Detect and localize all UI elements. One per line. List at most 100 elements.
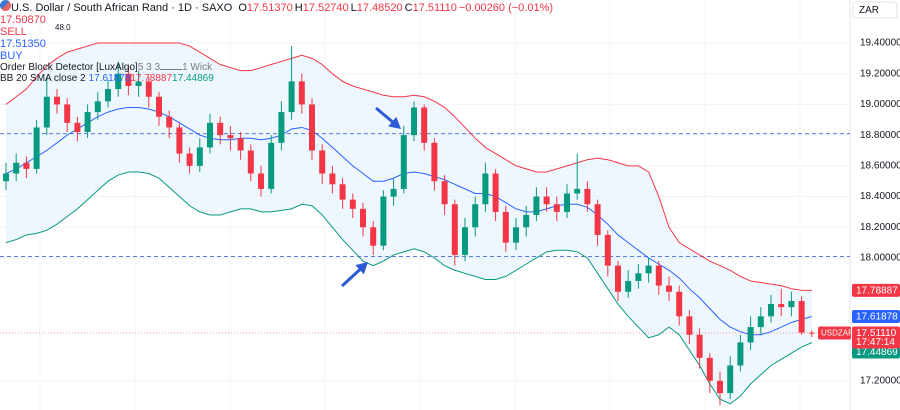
annotation-arrowhead xyxy=(355,262,368,275)
candle-body xyxy=(349,199,356,209)
candle-body xyxy=(74,122,81,133)
candle-body xyxy=(645,265,652,274)
y-tick-label: 18.60000 xyxy=(860,160,900,171)
candle-body xyxy=(125,73,132,86)
candle-body xyxy=(523,214,530,228)
candle-body xyxy=(706,357,713,381)
candle-body xyxy=(543,196,550,205)
candle-body xyxy=(186,153,193,166)
y-tick-label: 19.20000 xyxy=(860,68,900,79)
candle-body xyxy=(156,96,162,117)
y-tick-label: 19.00000 xyxy=(860,99,900,110)
candle-body xyxy=(421,107,428,143)
ohlc-key: O xyxy=(238,2,247,14)
last-price-label: 17.51110 xyxy=(856,328,897,339)
candle-body xyxy=(798,300,805,333)
candle-body xyxy=(94,101,101,113)
y-tick-label: 18.80000 xyxy=(860,130,900,141)
buy-label: BUY xyxy=(0,50,23,62)
candle-body xyxy=(380,196,387,246)
indicator-style: 1 Wick xyxy=(182,62,213,73)
candle-body xyxy=(258,173,264,189)
candle-body xyxy=(482,173,489,205)
candle-body xyxy=(757,316,764,328)
candle-body xyxy=(145,81,152,97)
candle-body xyxy=(54,96,60,105)
candle-body xyxy=(84,112,91,133)
currency-box xyxy=(852,1,898,19)
candle-body xyxy=(43,96,50,128)
candle-body xyxy=(768,304,774,317)
y-tick-label: 19.40000 xyxy=(860,38,900,49)
candle-body xyxy=(115,73,122,90)
band-line xyxy=(5,171,812,405)
candle-body xyxy=(472,204,479,228)
candle-body xyxy=(737,342,744,366)
price-badge-label: 17.44869 xyxy=(856,347,898,358)
candle-body xyxy=(594,204,601,235)
candle-body xyxy=(788,300,795,308)
price-badge xyxy=(852,345,900,359)
candle-body xyxy=(105,89,111,102)
candle-body xyxy=(411,107,417,136)
candle-body xyxy=(441,181,448,205)
candle-body xyxy=(502,211,509,243)
candle-body xyxy=(370,227,377,246)
candle-body xyxy=(462,227,468,255)
candle-body xyxy=(268,142,275,189)
candle-body xyxy=(196,147,203,166)
band-fill xyxy=(6,42,812,404)
candle-body xyxy=(64,104,71,123)
sell-button[interactable]: 17.50870 SELL xyxy=(0,14,553,38)
ohlc-value: 17.48520 xyxy=(356,2,403,14)
band-line xyxy=(5,42,812,291)
line-style-icon xyxy=(160,69,183,70)
y-tick-label: 18.00000 xyxy=(860,253,900,264)
candle-body xyxy=(33,127,40,169)
candle-body xyxy=(390,188,397,197)
indicator-value: 17.44869 xyxy=(172,73,214,84)
chart-title: U.S. Dollar / South African Rand · 1D · … xyxy=(11,2,233,14)
countdown-label: 17:47:14 xyxy=(856,337,895,348)
candle-body xyxy=(492,173,499,212)
change: −0.00260 (−0.01%) xyxy=(458,2,554,14)
candle-body xyxy=(309,104,315,151)
symbol-logo xyxy=(0,0,11,11)
sell-price: 17.50870 xyxy=(0,14,46,26)
candle-body xyxy=(3,173,9,182)
y-tick-label: 18.40000 xyxy=(860,191,900,202)
price-badge-label: 17.61878 xyxy=(856,312,898,323)
candle-body xyxy=(237,138,244,151)
candle-body xyxy=(135,81,142,86)
candle-body xyxy=(319,150,326,174)
ohlc-key: C xyxy=(404,2,413,14)
candle-body xyxy=(451,204,458,255)
candle-body xyxy=(564,193,570,212)
price-badge xyxy=(852,283,900,297)
y-tick-label: 18.20000 xyxy=(860,222,900,233)
candle-body xyxy=(615,265,621,292)
buy-price: 17.51350 xyxy=(0,38,46,50)
candle-body xyxy=(247,150,254,174)
ohlc-key: L xyxy=(350,2,357,14)
last-price-badge xyxy=(852,326,900,349)
candle-body xyxy=(778,304,785,308)
annotation-arrow xyxy=(340,267,363,288)
candle-body xyxy=(553,204,560,212)
candle-body xyxy=(808,332,815,334)
ohlc-value: 17.51110 xyxy=(412,2,457,14)
candle-body xyxy=(278,112,285,143)
indicator-name: Order Block Detector [LuxAlgo] xyxy=(0,62,138,73)
candle-body xyxy=(666,285,672,292)
buy-button[interactable]: 17.51350 BUY xyxy=(0,38,553,62)
currency-label[interactable]: ZAR xyxy=(859,5,879,16)
candle-body xyxy=(227,135,234,139)
candle-body xyxy=(574,188,581,194)
candle-body xyxy=(400,135,407,189)
candle-body xyxy=(166,116,173,128)
title-row: U.S. Dollar / South African Rand · 1D · … xyxy=(0,0,553,14)
symbol-tag xyxy=(818,326,851,340)
y-tick-label: 17.20000 xyxy=(860,375,900,386)
candle-body xyxy=(217,122,224,136)
